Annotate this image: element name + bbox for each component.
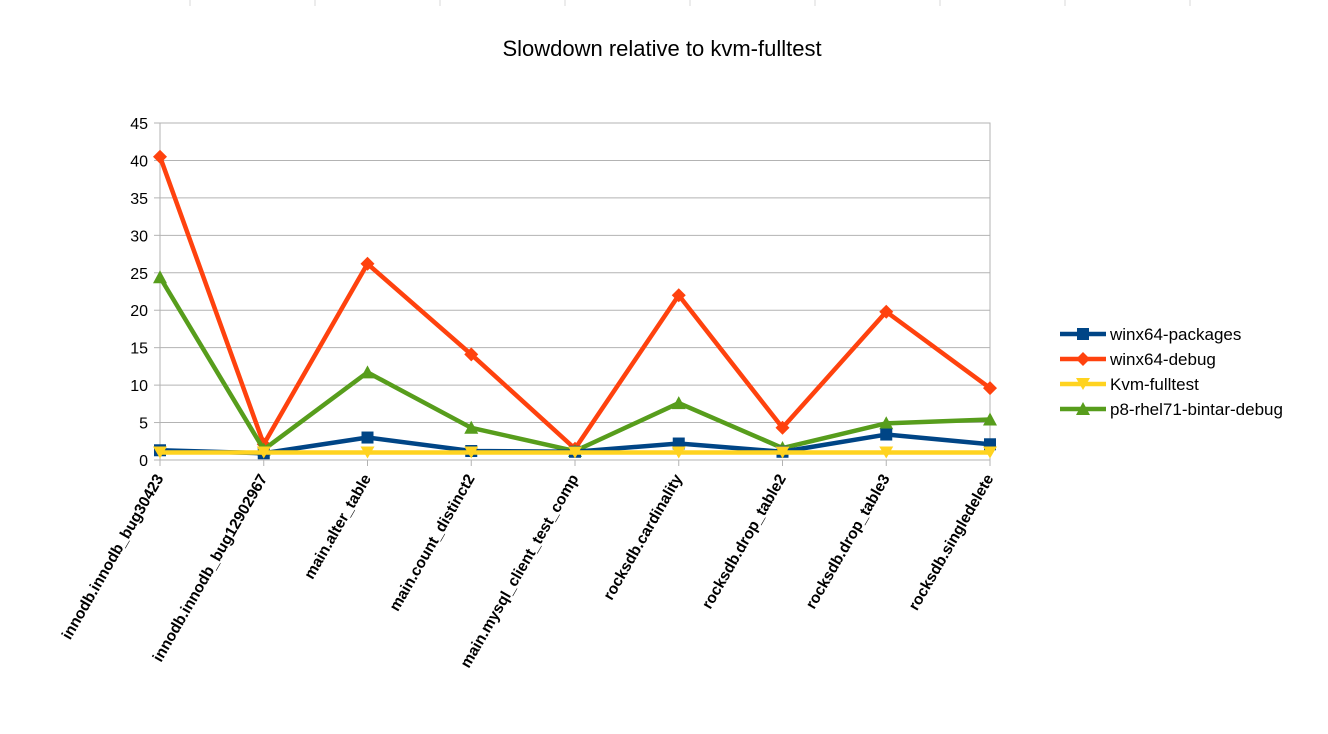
data-point-winx64-debug: [153, 149, 167, 164]
legend-item: winx64-debug: [1060, 350, 1216, 369]
data-point-Kvm-fulltest: [464, 446, 479, 459]
y-tick-label: 30: [130, 228, 148, 245]
legend-marker: [1076, 352, 1090, 366]
data-point-Kvm-fulltest: [153, 446, 167, 459]
legend-label: winx64-packages: [1109, 325, 1241, 344]
x-category-label: rocksdb.drop_table2: [699, 472, 790, 613]
x-category-label: main.alter_table: [301, 471, 375, 582]
data-point-Kvm-fulltest: [983, 446, 997, 459]
y-tick-label: 45: [130, 116, 148, 133]
data-point-winx64-packages: [880, 428, 893, 441]
data-point-p8-rhel71-bintar-debug: [153, 270, 167, 284]
legend-marker: [1076, 378, 1090, 390]
y-tick-label: 40: [130, 153, 148, 170]
legend-label: p8-rhel71-bintar-debug: [1110, 400, 1283, 419]
legend-marker: [1077, 328, 1089, 340]
x-category-label: main.mysql_client_test_comp: [457, 472, 582, 671]
y-tick-label: 15: [130, 341, 148, 358]
data-point-winx64-debug: [879, 304, 894, 319]
data-point-p8-rhel71-bintar-debug: [983, 412, 997, 426]
y-tick-label: 0: [139, 453, 148, 470]
y-tick-label: 20: [130, 303, 148, 320]
x-category-label: rocksdb.singledelete: [906, 471, 998, 613]
legend-label: Kvm-fulltest: [1110, 375, 1199, 394]
y-tick-label: 35: [130, 191, 148, 208]
data-point-winx64-debug: [360, 256, 375, 271]
series-p8-rhel71-bintar-debug: [153, 270, 997, 458]
data-point-winx64-debug: [775, 420, 790, 435]
legend-marker: [1076, 402, 1090, 415]
legend-label: winx64-debug: [1109, 350, 1216, 369]
series-line-p8-rhel71-bintar-debug: [158, 276, 991, 454]
data-point-winx64-debug: [671, 288, 686, 303]
y-tick-label: 5: [139, 416, 148, 433]
series-line-winx64-debug: [157, 155, 992, 452]
chart-title: Slowdown relative to kvm-fulltest: [502, 36, 821, 61]
legend-item: Kvm-fulltest: [1060, 375, 1199, 394]
data-point-Kvm-fulltest: [775, 446, 790, 459]
x-category-label: rocksdb.cardinality: [600, 471, 686, 603]
x-category-label: innodb.innodb_bug30423: [59, 471, 168, 642]
data-point-p8-rhel71-bintar-debug: [464, 420, 479, 434]
data-point-p8-rhel71-bintar-debug: [671, 396, 686, 410]
series-Kvm-fulltest: [153, 446, 997, 459]
legend-item: p8-rhel71-bintar-debug: [1060, 400, 1283, 419]
data-point-winx64-packages: [361, 431, 374, 444]
y-tick-label: 25: [130, 266, 148, 283]
data-point-Kvm-fulltest: [879, 446, 894, 459]
data-point-winx64-debug: [464, 347, 479, 362]
x-category-label: innodb.innodb_bug12902967: [150, 472, 272, 665]
legend-item: winx64-packages: [1060, 325, 1241, 344]
x-category-label: main.count_distinct2: [386, 472, 478, 615]
x-category-label: rocksdb.drop_table3: [803, 471, 894, 612]
data-point-Kvm-fulltest: [568, 446, 582, 459]
data-point-Kvm-fulltest: [671, 446, 686, 459]
data-point-Kvm-fulltest: [360, 446, 375, 459]
series-winx64-debug: [153, 149, 997, 456]
data-point-winx64-debug: [983, 381, 997, 396]
y-tick-label: 10: [130, 378, 148, 395]
data-point-p8-rhel71-bintar-debug: [879, 416, 894, 430]
data-point-p8-rhel71-bintar-debug: [360, 365, 375, 379]
data-point-Kvm-fulltest: [256, 446, 271, 459]
